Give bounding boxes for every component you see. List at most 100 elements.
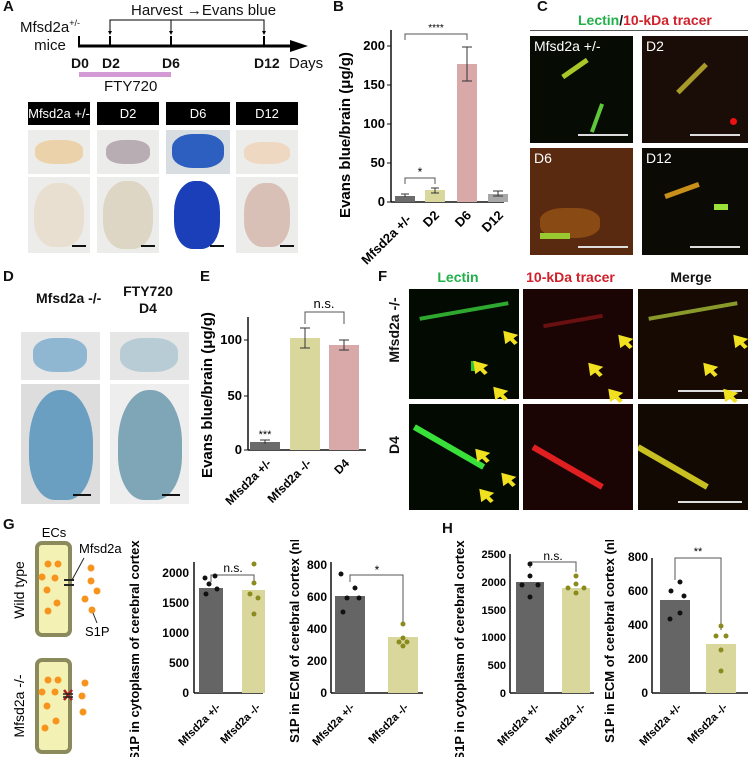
fty720-bar: [79, 72, 171, 77]
xtick-h-ecm-0: Mfsd2a +/-: [637, 701, 684, 748]
sig-b-2: *: [418, 165, 423, 179]
svg-text:100: 100: [220, 332, 242, 347]
micrograph-f-lectin-ko: [409, 289, 519, 399]
sig-h-ecm: **: [694, 546, 703, 558]
title-tracer: 10-kDa tracer: [623, 12, 712, 28]
chart-g-cyto-ylabel: S1P in cytoplasm of cerebral cortex (nM): [127, 540, 142, 757]
xtick-e-0: Mfsd2a +/-: [222, 456, 274, 508]
chart-h-ecm: S1P in ECM of cerebral cortex (nM) 0 200 4…: [602, 540, 748, 748]
chart-g-ecm: S1P in ECM of cerebral cortex (nM) 0 200 4…: [287, 540, 423, 748]
micrograph-f-tracer-ko: [523, 289, 633, 399]
chart-h-cytoplasm: S1P in cytoplasm of cerebral cortex (nM)…: [452, 540, 594, 757]
xtick-b-3: D12: [479, 208, 506, 235]
sig-g-ecm: *: [375, 563, 380, 577]
d-col1-label: Mfsd2a -/-: [36, 290, 102, 306]
svg-text:0: 0: [641, 686, 648, 700]
blocked-transporter-icon: [63, 689, 73, 701]
svg-text:50: 50: [228, 388, 242, 403]
svg-text:0: 0: [378, 194, 385, 209]
mfsd2a-label: Mfsd2a: [79, 541, 122, 556]
svg-text:200: 200: [628, 652, 648, 666]
brain-whole-fty: [110, 384, 189, 504]
sig-h-cyto: n.s.: [543, 549, 562, 563]
svg-text:1500: 1500: [162, 596, 189, 610]
brain-whole-d6: [166, 177, 230, 253]
svg-text:2000: 2000: [162, 566, 189, 580]
title-sep: /: [619, 12, 624, 28]
chart-h-cyto-ylabel: S1P in cytoplasm of cerebral cortex (nM): [452, 540, 467, 757]
d-col2-line1: FTY720: [123, 283, 173, 299]
tp-d6: D6: [162, 55, 180, 71]
svg-text:2000: 2000: [482, 577, 506, 589]
wild-type-label: Wild type: [11, 561, 27, 619]
brain-whole-d2: [97, 177, 159, 253]
xtick-e-2: D4: [331, 456, 352, 477]
f-col-tracer: 10-kDa tracer: [526, 269, 615, 285]
svg-text:600: 600: [307, 590, 327, 604]
svg-text:50: 50: [371, 155, 385, 170]
d-col2-label: FTY720 D4: [118, 283, 178, 317]
xtick-b-1: D2: [420, 208, 442, 230]
ecs-label: ECs: [42, 525, 67, 540]
svg-text:800: 800: [628, 550, 648, 564]
chart-h-ecm-ylabel: S1P in ECM of cerebral cortex (nM): [602, 540, 617, 743]
xtick-h-cyto-0: Mfsd2a +/-: [495, 701, 542, 748]
tp-d12: D12: [254, 55, 280, 71]
d-col2-line2: D4: [139, 300, 157, 316]
brain-slice-d2: [97, 130, 159, 174]
panel-label-f: F: [378, 268, 388, 285]
xtick-e-1: Mfsd2a -/-: [265, 456, 315, 506]
sig-e-stars: ***: [259, 429, 273, 441]
micrograph-f-lectin-d4: [409, 404, 519, 510]
svg-text:600: 600: [628, 584, 648, 598]
micro-label: Mfsd2a +/-: [534, 38, 601, 54]
svg-text:1500: 1500: [482, 605, 506, 617]
micro-label: D6: [534, 150, 552, 166]
svg-text:0: 0: [320, 686, 327, 700]
xtick-h-ecm-1: Mfsd2a -/-: [685, 701, 730, 746]
brain-slice-d6: [166, 130, 230, 174]
f-row-ko: Mfsd2a -/-: [386, 297, 402, 363]
evans-text: Evans blue: [201, 2, 277, 19]
chart-e: Evans blue/brain (μg/g) 0 50 100 n.s. **…: [199, 296, 366, 508]
panel-label-c: C: [537, 0, 548, 15]
harvest-text: Harvest: [131, 2, 183, 19]
micrograph-f-merge-d4: [638, 404, 748, 510]
days-label: Days: [289, 55, 324, 72]
genotype-sup: +/-: [69, 18, 80, 28]
svg-text:0: 0: [500, 688, 506, 700]
xtick-h-cyto-1: Mfsd2a -/-: [543, 701, 588, 746]
chart-b: Evans blue/brain (μg/g) 0 50 100 150 200…: [337, 23, 508, 267]
title-rule: [530, 30, 748, 31]
arrow-icon: →: [186, 2, 202, 19]
svg-text:400: 400: [307, 622, 327, 636]
svg-text:0: 0: [235, 442, 242, 457]
subject-name: Mfsd2a: [20, 19, 70, 36]
chart-e-ylabel: Evans blue/brain (μg/g): [199, 312, 216, 478]
arrow-overlay: [473, 330, 749, 503]
panel-label-g: G: [3, 516, 15, 533]
f-row-d4: D4: [386, 436, 402, 454]
s1p-dots: [38, 560, 101, 732]
header-d6: D6: [166, 102, 230, 125]
fty720-label: FTY720: [104, 78, 158, 95]
panel-label-a: A: [3, 0, 14, 15]
title-lectin: Lectin: [578, 12, 620, 28]
svg-text:0: 0: [182, 686, 189, 700]
s1p-label: S1P: [85, 624, 110, 639]
svg-text:500: 500: [169, 656, 189, 670]
brain-whole-ko: [21, 384, 100, 504]
timeline-diagram: [78, 19, 308, 77]
brain-slice-d12: [236, 130, 298, 174]
chart-b-ylabel: Evans blue/brain (μg/g): [337, 52, 354, 218]
xtick-g-cyto-0: Mfsd2a +/-: [176, 701, 223, 748]
sig-e-ns: n.s.: [314, 296, 335, 311]
tp-d2: D2: [102, 55, 120, 71]
xtick-g-ecm-1: Mfsd2a -/-: [366, 701, 411, 746]
svg-text:400: 400: [628, 618, 648, 632]
micro-label: D2: [646, 38, 664, 54]
sig-g-cyto: n.s.: [223, 561, 242, 575]
panel-label-h: H: [442, 520, 453, 537]
micrograph-f-tracer-d4: [523, 404, 633, 510]
micrograph-c-d12: D12: [642, 148, 748, 255]
